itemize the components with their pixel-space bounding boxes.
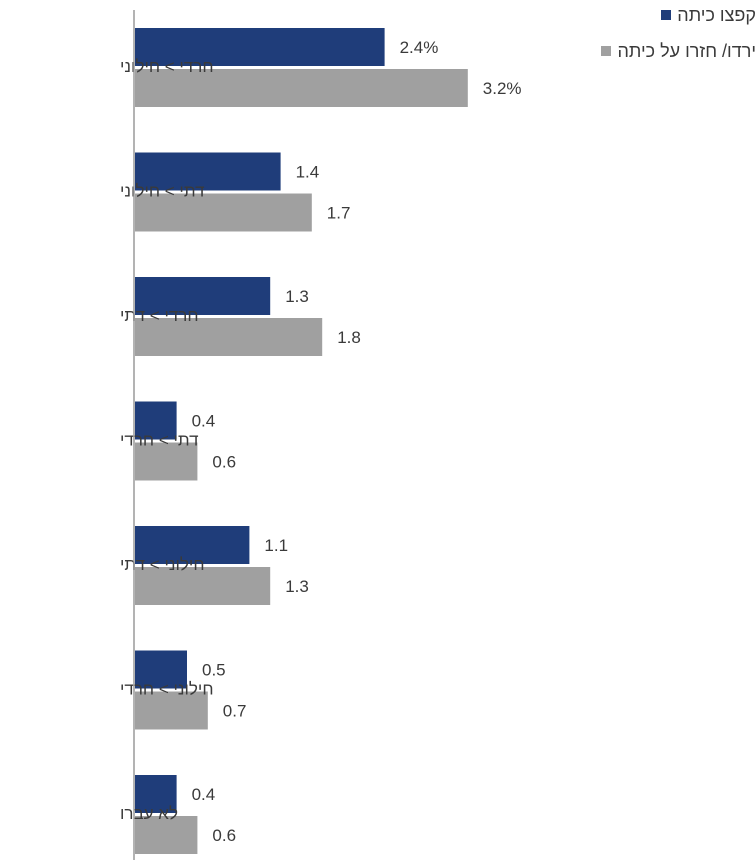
data-label-series-1: 0.5 [202, 661, 226, 680]
bar-series-2 [135, 69, 468, 107]
data-label-series-2: 0.6 [212, 826, 236, 845]
bar-series-1 [135, 401, 177, 440]
data-label-series-1: 2.4% [400, 38, 439, 57]
bar-series-2 [135, 816, 198, 854]
bar-series-1 [135, 526, 250, 564]
legend-label-series-1: קפצו כיתה [677, 5, 756, 25]
bar-series-1 [135, 775, 177, 813]
data-label-series-2: 1.8 [337, 328, 361, 347]
category-label: חרדי > חילוני [120, 57, 214, 76]
data-label-series-1: 1.1 [264, 536, 288, 555]
legend: קפצו כיתה ירדו/ חזרו על כיתה [601, 6, 756, 78]
bar-series-1 [135, 152, 281, 191]
legend-item-series-2: ירדו/ חזרו על כיתה [601, 42, 756, 60]
data-label-series-2: 0.7 [223, 702, 247, 721]
data-label-series-1: 0.4 [192, 785, 216, 804]
data-label-series-2: 1.3 [285, 577, 309, 596]
data-label-series-1: 0.4 [192, 412, 216, 431]
legend-label-series-2: ירדו/ חזרו על כיתה [617, 41, 756, 61]
category-label: חרדי > דתי [120, 306, 199, 325]
data-label-series-2: 1.7 [327, 204, 351, 223]
data-label-series-1: 1.3 [285, 287, 309, 306]
bar-series-1 [135, 28, 385, 66]
bars-layer [135, 28, 468, 854]
bar-series-1 [135, 650, 187, 689]
bar-series-2 [135, 318, 323, 356]
legend-swatch-series-2 [601, 46, 612, 56]
bar-series-1 [135, 277, 271, 315]
bar-series-2 [135, 567, 271, 605]
bar-series-2 [135, 691, 208, 730]
data-label-series-2: 3.2% [483, 79, 522, 98]
bar-series-2 [135, 193, 312, 232]
category-label: דתי > חרדי [120, 431, 199, 450]
data-label-series-2: 0.6 [212, 453, 236, 472]
legend-item-series-1: קפצו כיתה [601, 6, 756, 24]
category-label: לא עברו [120, 804, 178, 823]
category-label: דתי > חילוני [120, 182, 205, 201]
category-label: חילוני > דתי [120, 555, 205, 574]
category-label: חילוני > חרדי [120, 680, 214, 699]
bar-series-2 [135, 442, 198, 481]
legend-swatch-series-1 [661, 10, 672, 20]
data-label-series-1: 1.4 [296, 163, 320, 182]
